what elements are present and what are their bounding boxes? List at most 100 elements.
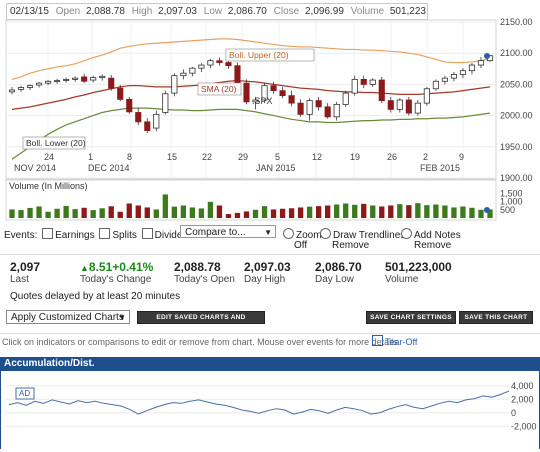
volume-bar — [478, 209, 484, 218]
volume-bar — [315, 206, 322, 218]
notes-remove-link[interactable]: Remove — [414, 240, 452, 251]
price-x-tick-label: 15 — [167, 152, 177, 162]
volume-bar — [144, 207, 150, 218]
candle-body — [99, 75, 106, 78]
candle-body — [8, 89, 16, 93]
dividends-checkbox[interactable] — [141, 228, 153, 239]
candle-body — [180, 72, 187, 77]
volume-bar — [306, 206, 313, 218]
indicator-annotations[interactable]: Boll. Upper (20) SMA (20) Boll. Lower (20) — [22, 48, 315, 150]
price-x-tick-label: 2 — [423, 152, 428, 162]
draw-trendlines-radio[interactable] — [320, 228, 331, 239]
volume-bar — [334, 204, 340, 218]
candle-body — [243, 82, 250, 103]
hint-row: Click on indicators or comparisons to ed… — [0, 333, 540, 350]
volume-title: Volume (In Millions) — [9, 181, 88, 191]
indicator-lines — [11, 38, 491, 160]
volume-bar — [72, 209, 78, 218]
candle-body — [63, 79, 70, 81]
volume-bar — [162, 194, 168, 218]
price-y-tick-label: 1900.00 — [500, 173, 533, 183]
candlesticks[interactable] — [8, 55, 494, 134]
ohlc-summary-bar: 02/13/15 Open 2,088.78 High 2,097.03 Low… — [6, 3, 428, 20]
delay-note: Quotes delayed by at least 20 minutes — [10, 291, 181, 302]
volume-bar — [279, 208, 286, 218]
volume-bar — [54, 208, 60, 218]
volume-stat-label: Volume — [385, 274, 419, 285]
candle-body — [135, 112, 142, 123]
candle-body — [279, 90, 286, 97]
price-x-tick-label: 26 — [387, 152, 397, 162]
candle-body — [315, 100, 322, 108]
candle-body — [252, 99, 259, 103]
ad-y-tick-label: -2,000 — [511, 421, 537, 431]
ad-legend-label: AD — [19, 389, 30, 398]
price-x-period-label: NOV 2014 — [14, 163, 56, 173]
volume-bar — [198, 208, 205, 218]
volume-bar — [243, 211, 250, 218]
tear-off-icon[interactable] — [372, 335, 383, 346]
low-stat-label: Day Low — [315, 274, 354, 285]
volume-bar — [225, 214, 232, 218]
chevron-down-icon: ▼ — [264, 228, 272, 237]
price-x-tick-label: 9 — [459, 152, 464, 162]
high-value: 2,097.03 — [158, 6, 197, 17]
candle-body — [378, 79, 385, 102]
ad-legend-box[interactable] — [15, 387, 35, 400]
candle-body — [459, 70, 466, 75]
volume-bar — [469, 207, 475, 218]
price-x-period-label: FEB 2015 — [420, 163, 460, 173]
candle-body — [171, 75, 178, 94]
hint-text: Click on indicators or comparisons to ed… — [2, 337, 401, 347]
trendlines-remove-link[interactable]: Remove — [332, 240, 370, 251]
indicator-label-text: SMA (20) — [201, 84, 237, 94]
volume-bar — [433, 204, 439, 218]
volume-bar — [126, 203, 132, 218]
price-y-tick-label: 1950.00 — [500, 142, 533, 152]
earnings-checkbox[interactable] — [42, 228, 54, 239]
apply-customized-charts-select[interactable]: Apply Customized Charts ▼ — [6, 310, 130, 324]
save-chart-settings-button[interactable]: SAVE CHART SETTINGS — [366, 311, 456, 324]
compare-to-select[interactable]: Compare to... ▼ — [180, 225, 276, 238]
candle-body — [477, 60, 485, 66]
candle-body — [405, 99, 412, 114]
sma-line — [11, 80, 491, 110]
volume-bar — [45, 211, 51, 218]
volume-bars[interactable] — [9, 194, 493, 218]
symbol-label: .SPX — [252, 96, 273, 106]
candle-body — [45, 80, 52, 84]
volume-bar — [189, 207, 196, 218]
volume-bar — [270, 209, 277, 218]
volume-bar — [81, 207, 87, 218]
ad-panel-header[interactable]: Accumulation/Dist. — [0, 357, 540, 371]
tear-off-link[interactable]: Tear-Off — [385, 337, 418, 347]
edit-saved-charts-button[interactable]: EDIT SAVED CHARTS AND SETTINGS — [137, 311, 265, 332]
indicator-label-box — [225, 48, 315, 62]
ad-chart[interactable]: 4,000 2,000 0 -2,000 AD — [1, 371, 539, 449]
candle-body — [189, 67, 196, 74]
splits-checkbox[interactable] — [99, 228, 111, 239]
save-this-chart-button[interactable]: SAVE THIS CHART — [459, 311, 533, 324]
volume-bar — [379, 206, 385, 218]
volume-bar — [9, 209, 15, 218]
candle-body — [117, 87, 124, 100]
last-volume-marker — [484, 207, 490, 213]
candle-body — [54, 80, 61, 83]
ad-series-line — [8, 390, 510, 415]
candle-body — [306, 100, 313, 115]
open-value: 2,088.78 — [85, 6, 125, 17]
volume-bar — [297, 207, 304, 218]
candle-body — [216, 60, 223, 63]
add-notes-radio[interactable] — [401, 228, 412, 239]
volume-bar — [153, 209, 159, 218]
zoom-radio[interactable] — [283, 228, 294, 239]
volume-bar — [216, 205, 223, 218]
ad-y-tick-label: 4,000 — [511, 381, 534, 391]
price-chart[interactable]: 2150.00 2100.00 2050.00 2000.00 1950.00 1900.… — [0, 0, 540, 224]
volume-bar — [27, 207, 33, 218]
change-value: 8.51+0.41% — [88, 260, 154, 274]
draw-trendlines-label: Draw Trendlines — [333, 230, 406, 241]
candle-body — [17, 87, 25, 90]
apply-customized-charts-value: Apply Customized Charts — [11, 312, 124, 323]
